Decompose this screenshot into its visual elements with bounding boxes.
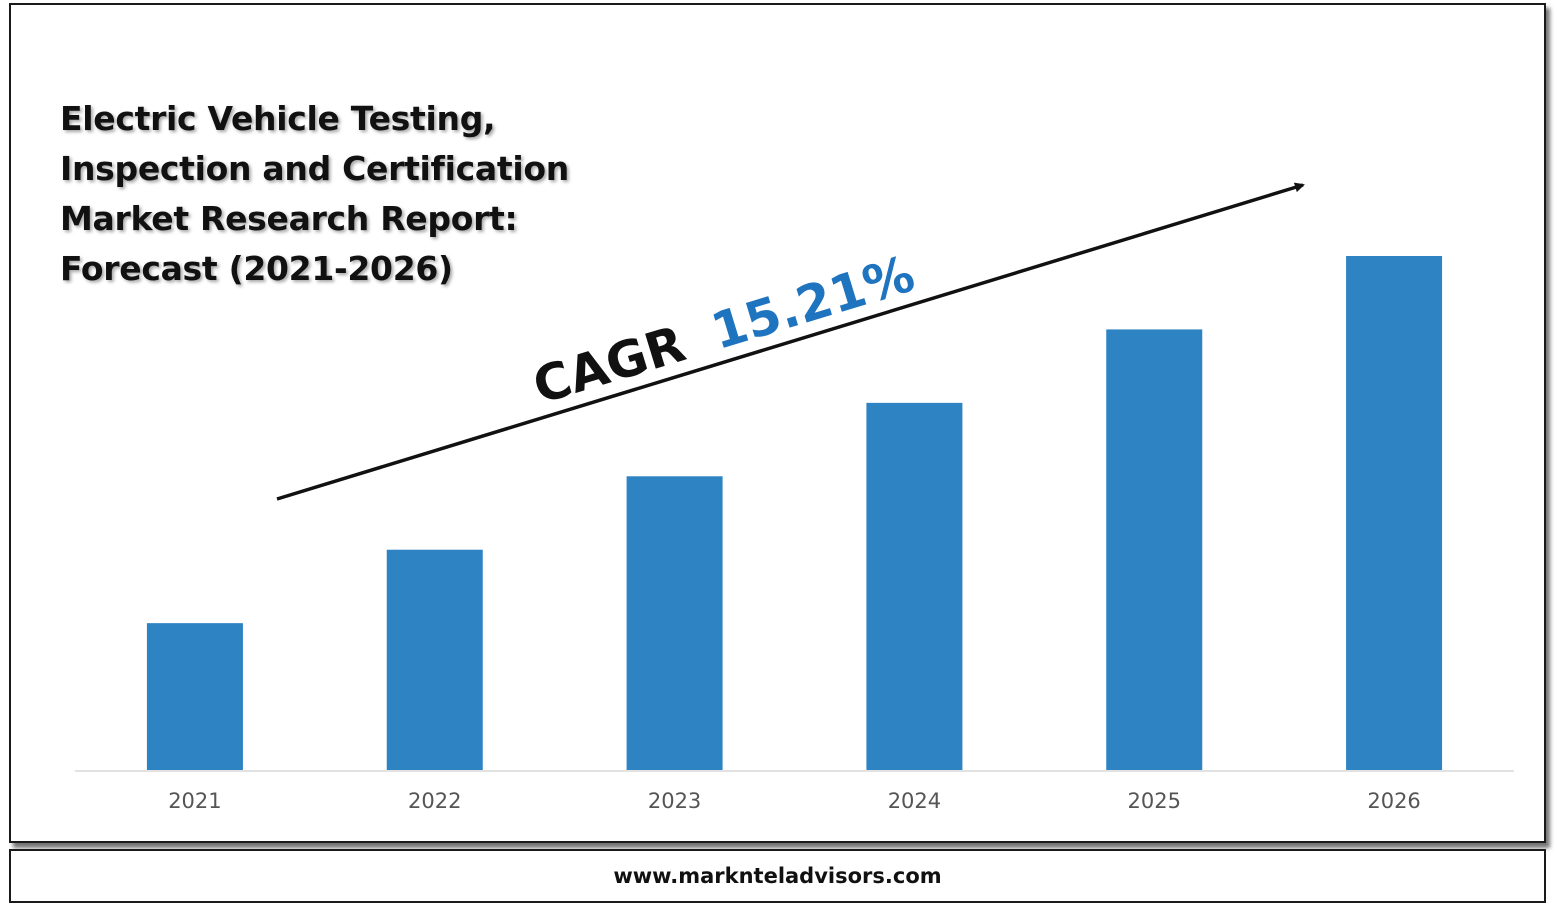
x-tick-label-2021: 2021 bbox=[168, 789, 221, 813]
chart-title: Electric Vehicle Testing, Inspection and… bbox=[60, 94, 680, 294]
bar-2021 bbox=[146, 623, 243, 770]
x-tick-label-2025: 2025 bbox=[1128, 789, 1181, 813]
title-line-3: Market Research Report: bbox=[60, 199, 518, 238]
title-line-4: Forecast (2021-2026) bbox=[60, 249, 453, 288]
cagr-prefix: CAGR bbox=[527, 315, 692, 416]
bar-2023 bbox=[626, 476, 723, 770]
bar-2024 bbox=[866, 402, 963, 770]
title-line-1: Electric Vehicle Testing, bbox=[60, 99, 496, 138]
cagr-value: 15.21% bbox=[705, 245, 921, 361]
bar-2025 bbox=[1106, 329, 1203, 770]
bars-group bbox=[146, 256, 1443, 770]
trend-arrow bbox=[276, 182, 1305, 501]
cagr-label: CAGR 15.21% bbox=[527, 245, 921, 416]
x-tick-label-2024: 2024 bbox=[888, 789, 941, 813]
x-tick-label-2026: 2026 bbox=[1367, 789, 1420, 813]
bar-2026 bbox=[1346, 256, 1443, 770]
footer-url[interactable]: www.markntel­advisors.com bbox=[613, 864, 942, 888]
x-tick-label-2022: 2022 bbox=[408, 789, 461, 813]
x-tick-label-2023: 2023 bbox=[648, 789, 701, 813]
title-line-2: Inspection and Certification bbox=[60, 149, 569, 188]
x-tick-labels: 2021 2022 2023 2024 2025 2026 bbox=[168, 789, 1421, 813]
footer: www.markntel­advisors.com bbox=[9, 849, 1546, 903]
chart-frame bbox=[9, 3, 1546, 843]
bar-2022 bbox=[386, 549, 483, 770]
